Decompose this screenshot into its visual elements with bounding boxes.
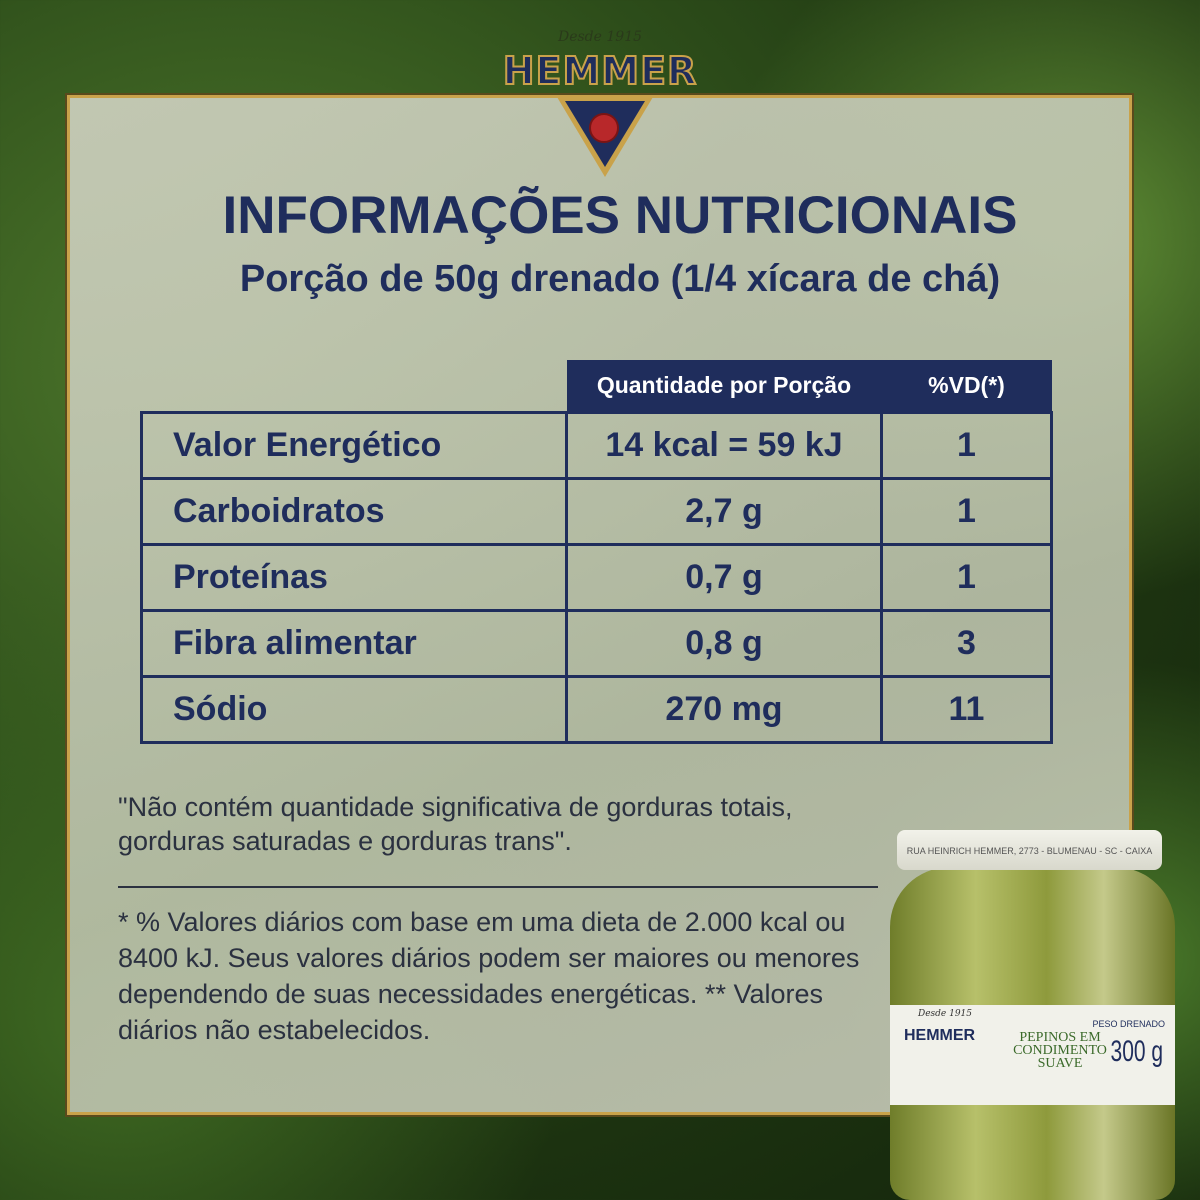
jar-weight-label: PESO DRENADO <box>1092 1019 1165 1029</box>
jar-lid: RUA HEINRICH HEMMER, 2773 - BLUMENAU - S… <box>897 830 1162 870</box>
logo-name: HEMMER <box>502 48 698 94</box>
rose-emblem-icon <box>589 113 619 143</box>
serving-size: Porção de 50g drenado (1/4 xícara de chá… <box>239 258 1001 300</box>
nutrient-dv: 11 <box>880 674 1053 744</box>
nutrient-name: Proteínas <box>140 542 568 612</box>
nutrient-dv: 1 <box>880 542 1053 612</box>
header-dv: %VD(*) <box>881 360 1052 412</box>
logo-since: Desde 1915 <box>557 29 643 45</box>
nutrient-dv: 1 <box>880 476 1053 546</box>
nutrient-name: Carboidratos <box>140 476 568 546</box>
table-header: Quantidade por Porção %VD(*) <box>142 360 1052 412</box>
jar-weight: 300 g <box>1110 1035 1163 1068</box>
divider <box>118 886 878 888</box>
nutrient-qty: 0,7 g <box>565 542 883 612</box>
nutrient-qty: 14 kcal = 59 kJ <box>565 410 883 480</box>
nutrient-qty: 2,7 g <box>565 476 883 546</box>
daily-value-note: * % Valores diários com base em uma diet… <box>118 907 860 1045</box>
header-quantity: Quantidade por Porção <box>566 360 882 412</box>
table-row: Valor Energético 14 kcal = 59 kJ 1 <box>140 410 1053 480</box>
nutrient-name: Fibra alimentar <box>140 608 568 678</box>
nutrient-dv: 1 <box>880 410 1053 480</box>
nutrient-name: Sódio <box>140 674 568 744</box>
fat-note: "Não contém quantidade significativa de … <box>118 792 793 856</box>
nutrition-table: Quantidade por Porção %VD(*) Valor Energ… <box>140 360 1053 744</box>
nutrient-name: Valor Energético <box>140 410 568 480</box>
header-blank <box>142 360 567 412</box>
page-title: INFORMAÇÕES NUTRICIONAIS <box>222 186 1018 245</box>
nutrient-qty: 270 mg <box>565 674 883 744</box>
product-jar-image: RUA HEINRICH HEMMER, 2773 - BLUMENAU - S… <box>885 825 1180 1200</box>
nutrient-dv: 3 <box>880 608 1053 678</box>
jar-brand: HEMMER <box>904 1027 976 1044</box>
jar-product-name: PEPINOS EM CONDIMENTO SUAVE <box>1013 1030 1107 1071</box>
hemmer-logo: Desde 1915 HEMMER <box>495 25 705 177</box>
jar-since: Desde 1915 <box>918 1009 973 1019</box>
table-row: Sódio 270 mg 11 <box>140 674 1053 744</box>
jar-label: Desde 1915 HEMMER PEPINOS EM CONDIMENTO … <box>890 1005 1175 1105</box>
nutrient-qty: 0,8 g <box>565 608 883 678</box>
